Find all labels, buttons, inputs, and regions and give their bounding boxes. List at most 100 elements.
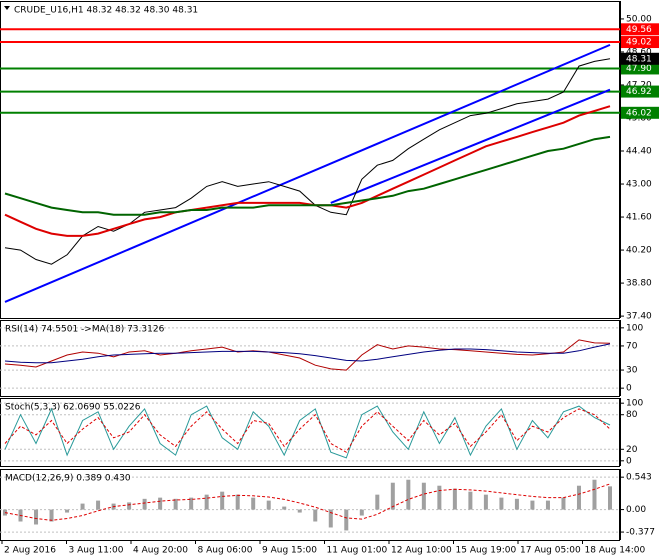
y-tick-label: 30 [626, 366, 638, 376]
macd-bar [421, 482, 426, 510]
price-label-box [621, 52, 659, 65]
signal-line [4, 483, 611, 521]
y-tick-label: 80 [626, 410, 638, 420]
macd-bar [142, 498, 147, 510]
macd-bar [49, 509, 54, 522]
macd-bar [282, 506, 287, 510]
macd-bar [297, 509, 302, 513]
y-tick-label: 100 [626, 399, 643, 409]
indicator-line [4, 343, 611, 364]
macd-bar [96, 500, 101, 510]
y-tick-label: 38.80 [626, 279, 652, 289]
y-tick-label: 47.20 [626, 80, 652, 90]
macd-bar [266, 500, 271, 510]
macd-bar [65, 509, 70, 513]
panel-frame [0, 398, 620, 467]
indicator-line [4, 339, 611, 371]
level-label-box [621, 62, 659, 75]
macd-bar [3, 509, 7, 516]
indicator-line [4, 405, 611, 459]
y-tick-label: 50.00 [626, 14, 652, 24]
level-label: 49.56 [626, 25, 652, 35]
macd-bar [499, 497, 504, 510]
macd-bar [530, 500, 535, 510]
macd-bar [561, 497, 566, 510]
trendline [4, 43, 611, 303]
macd-bar [437, 485, 442, 510]
y-tick-label: 0.543 [626, 473, 652, 483]
macd-bar [406, 479, 411, 510]
macd-bar [483, 494, 488, 510]
x-tick-label: 11 Aug 01:00 [327, 546, 388, 556]
y-tick-label: 0 [626, 456, 632, 466]
x-tick-label: 8 Aug 06:00 [198, 546, 253, 556]
indicator-line [4, 408, 611, 453]
x-tick-label: 9 Aug 15:00 [262, 546, 317, 556]
moving-average [4, 135, 611, 216]
y-tick-label: 37.40 [626, 312, 652, 322]
moving-average [4, 105, 611, 237]
macd-bar [390, 482, 395, 510]
y-tick-label: 48.60 [626, 47, 652, 57]
macd-bar [375, 494, 380, 510]
price-label: 48.31 [626, 54, 652, 64]
macd-bar [220, 491, 225, 510]
level-label-box [621, 106, 659, 119]
macd-bar [127, 502, 132, 510]
y-tick-label: 20 [626, 445, 638, 455]
y-tick-label: -0.377 [626, 528, 655, 538]
trendline [330, 88, 611, 204]
y-tick-label: 40.20 [626, 246, 652, 256]
macd-bar [158, 497, 163, 510]
level-label-box [621, 23, 659, 36]
panel-title: Stoch(5,3,3) 62.0690 55.0226 [5, 403, 141, 413]
y-tick-label: 0 [626, 384, 632, 394]
title-icon [4, 6, 10, 10]
x-tick-label: 12 Aug 10:00 [391, 546, 452, 556]
y-tick-label: 0.00 [626, 505, 646, 515]
macd-bar [359, 509, 364, 516]
y-tick-label: 43.00 [626, 180, 652, 190]
x-tick-label: 2 Aug 2016 [4, 546, 56, 556]
macd-bar [204, 494, 209, 510]
macd-bar [251, 497, 256, 510]
x-tick-label: 17 Aug 05:00 [520, 546, 581, 556]
macd-bar [80, 503, 85, 510]
macd-bar [592, 479, 597, 510]
x-tick-label: 4 Aug 20:00 [133, 546, 188, 556]
macd-bar [468, 491, 473, 510]
panel-frame [0, 320, 620, 397]
macd-bar [344, 509, 349, 531]
macd-bar [34, 509, 39, 525]
x-tick-label: 3 Aug 11:00 [69, 546, 124, 556]
y-tick-label: 70 [626, 341, 638, 351]
macd-bar [608, 486, 612, 510]
macd-bar [545, 500, 550, 510]
level-label-box [621, 36, 659, 49]
level-label: 47.90 [626, 64, 652, 74]
level-label: 46.02 [626, 108, 652, 118]
macd-bar [576, 485, 581, 510]
panel-title: CRUDE_U16,H1 48.32 48.32 48.30 48.31 [14, 6, 198, 16]
panel-frame [0, 1, 620, 319]
macd-bar [173, 498, 178, 510]
x-tick-label: 18 Aug 14:00 [585, 546, 646, 556]
panel-title: MACD(12,26,9) 0.389 0.430 [5, 474, 131, 484]
price-line [4, 58, 611, 265]
level-label-box [621, 85, 659, 98]
macd-bar [189, 497, 194, 510]
panel-frame [0, 469, 620, 541]
macd-bar [313, 509, 318, 522]
macd-bar [514, 498, 519, 510]
level-label: 46.92 [626, 87, 652, 97]
macd-bar [328, 509, 333, 528]
y-tick-label: 44.40 [626, 147, 652, 157]
macd-bar [452, 488, 457, 510]
level-label: 49.02 [626, 38, 652, 48]
panel-title: RSI(14) 74.5501 ->MA(18) 73.3126 [5, 325, 165, 335]
x-tick-label: 15 Aug 19:00 [456, 546, 517, 556]
y-tick-label: 100 [626, 323, 643, 333]
macd-bar [235, 494, 240, 510]
y-tick-label: 41.60 [626, 213, 652, 223]
